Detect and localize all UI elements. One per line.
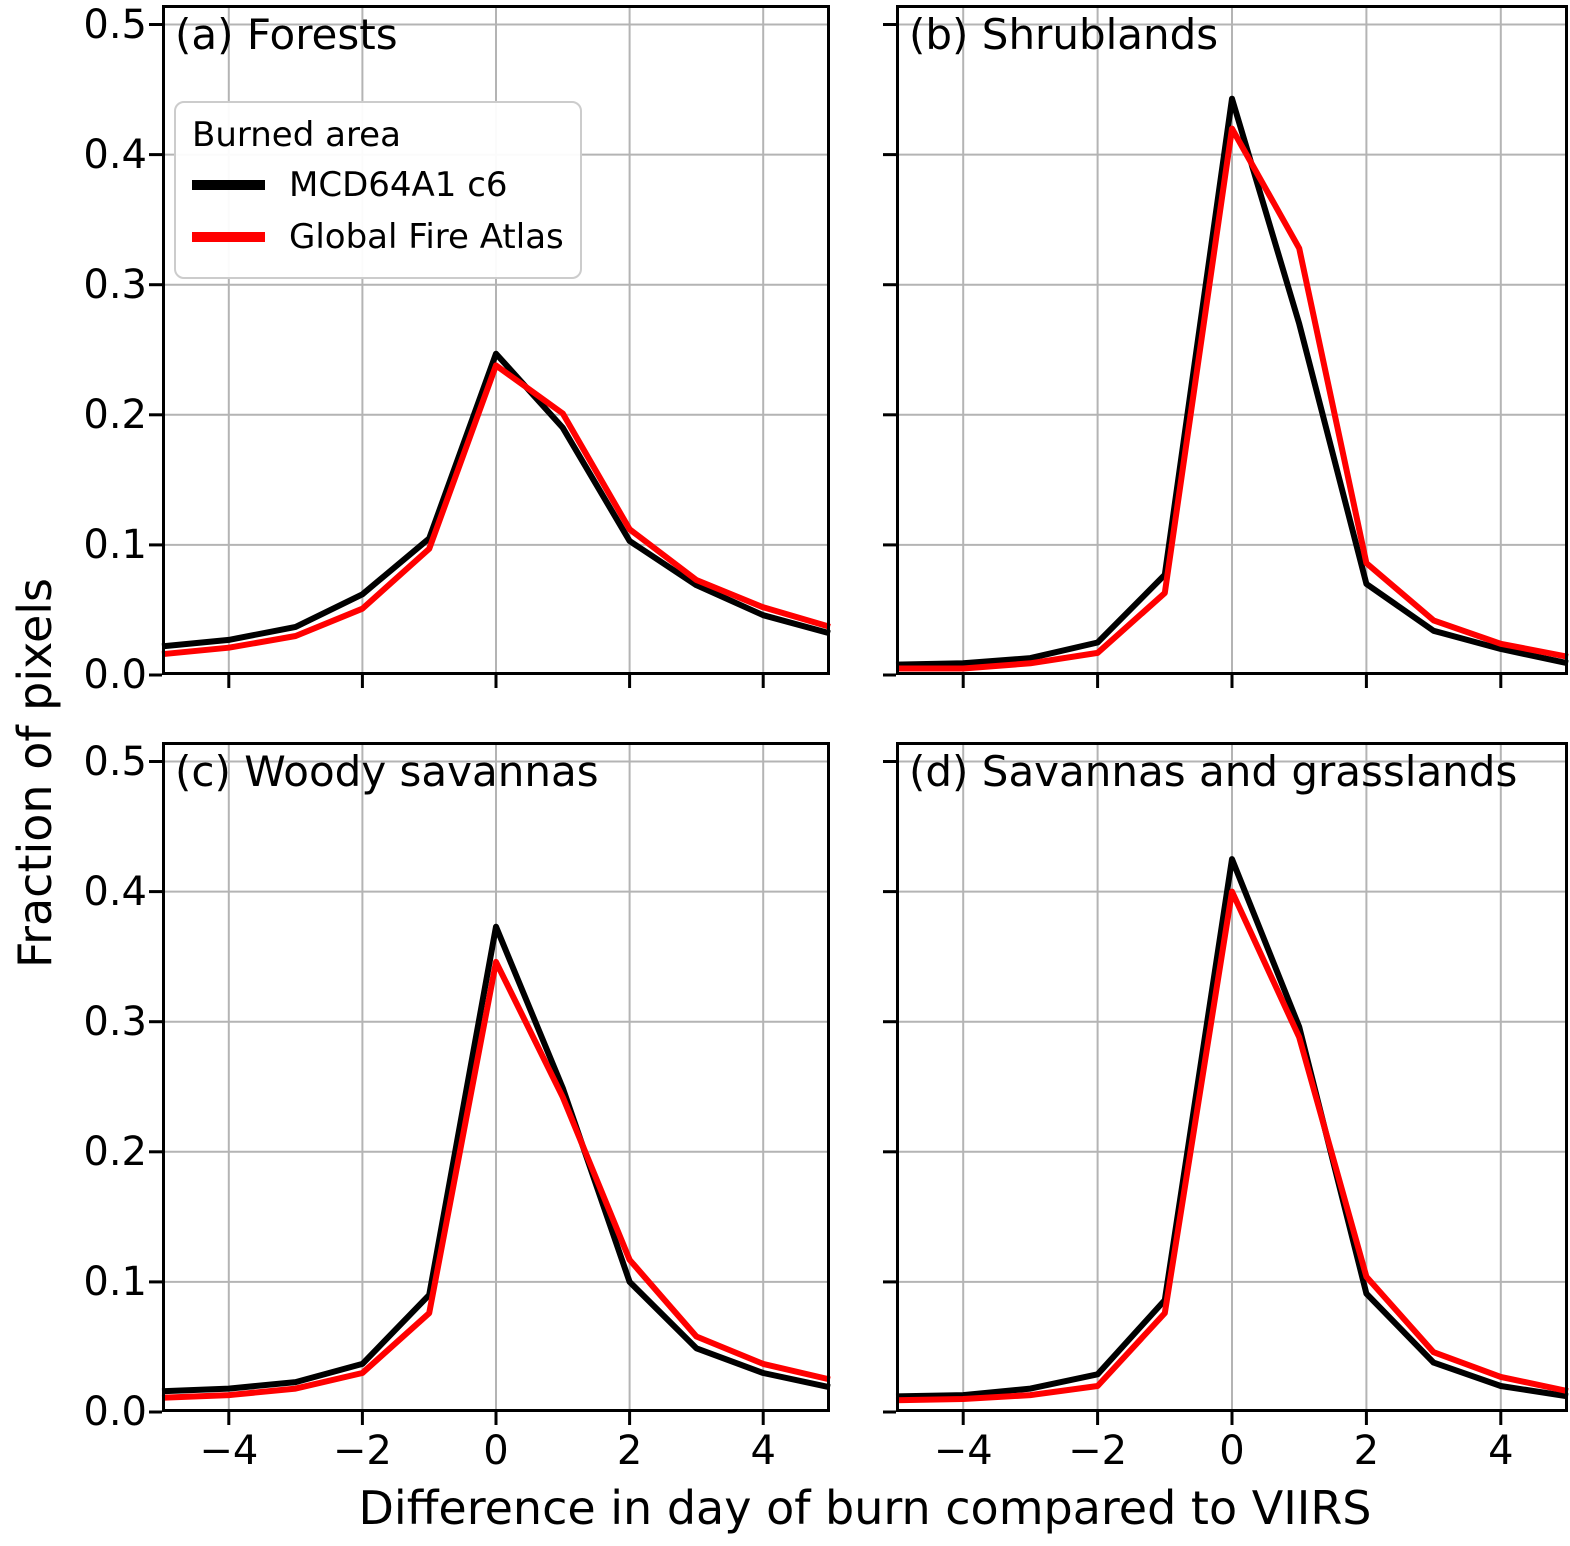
x-tick-label: 0 (483, 1428, 509, 1474)
line-chart (883, 5, 1569, 688)
x-tick-label: 0 (1219, 1428, 1245, 1474)
legend-swatch-mcd64a1 (192, 180, 265, 190)
legend-title: Burned area (192, 115, 401, 155)
legend-entry-global-fire-atlas: Global Fire Atlas (192, 211, 564, 263)
x-tick-label: 4 (1488, 1428, 1514, 1474)
legend-entry-mcd64a1: MCD64A1 c6 (192, 159, 564, 211)
legend-label-global-fire-atlas: Global Fire Atlas (289, 217, 564, 257)
x-tick-label: −4 (199, 1428, 259, 1474)
series-mcd64a1-c6 (895, 856, 1569, 1400)
line-chart (149, 742, 831, 1425)
y-tick-label: 0.5 (83, 738, 147, 785)
series-mcd64a1-c6 (895, 95, 1569, 668)
y-axis-label: Fraction of pixels (8, 577, 62, 969)
panel-savannas-grasslands: (d) Savannas and grasslands −4 −2 0 2 4 (883, 742, 1569, 1471)
series-global-fire-atlas (161, 958, 831, 1401)
line-chart (883, 742, 1569, 1425)
y-tick-label: 0.4 (83, 868, 147, 915)
y-tick-label: 0.3 (83, 998, 147, 1045)
x-tick-label: −4 (933, 1428, 993, 1474)
panel-title-woody-savannas: (c) Woody savannas (175, 747, 599, 796)
x-tick-label: −2 (1068, 1428, 1128, 1474)
y-axis-label-wrap: Fraction of pixels (0, 0, 70, 1546)
legend-swatch-global-fire-atlas (192, 232, 265, 242)
panel-title-shrublands: (b) Shrublands (909, 10, 1219, 59)
y-tick-label: 0.2 (83, 1128, 147, 1175)
x-axis-label: Difference in day of burn compared to VI… (358, 1481, 1372, 1535)
x-tick-label: 2 (1353, 1428, 1380, 1474)
series-mcd64a1-c6 (161, 923, 831, 1395)
y-tick-label: 0.3 (83, 261, 147, 308)
y-tick-label: 0.2 (83, 391, 147, 438)
series-mcd64a1-c6 (161, 350, 831, 650)
legend: Burned area MCD64A1 c6 Global Fire Atlas (174, 101, 582, 279)
y-tick-label: 0.5 (83, 1, 147, 48)
series-global-fire-atlas (896, 125, 1569, 672)
panel-woody-savannas: (c) Woody savannas 0.0 0.1 0.2 0.3 0.4 0.5 −4−… (83, 742, 831, 1471)
y-tick-label: 0.0 (83, 652, 147, 698)
y-tick-label: 0.0 (83, 1389, 147, 1435)
x-tick-label: 2 (616, 1428, 643, 1474)
y-tick-label: 0.1 (83, 521, 147, 568)
y-tick-label: 0.4 (83, 131, 147, 178)
x-tick-label: 4 (750, 1428, 776, 1474)
x-tick-label: −2 (332, 1428, 392, 1474)
panel-title-savannas-grasslands: (d) Savannas and grasslands (909, 747, 1518, 796)
line-chart (149, 5, 831, 688)
panel-shrublands: (b) Shrublands (883, 5, 1569, 688)
panel-title-forests: (a) Forests (175, 10, 398, 59)
series-global-fire-atlas (895, 888, 1569, 1404)
y-tick-label: 0.1 (83, 1258, 147, 1305)
panel-forests: (a) Forests Burned area MCD64A1 c6 Globa… (83, 5, 831, 695)
legend-label-mcd64a1: MCD64A1 c6 (289, 165, 508, 205)
series-global-fire-atlas (161, 362, 831, 658)
